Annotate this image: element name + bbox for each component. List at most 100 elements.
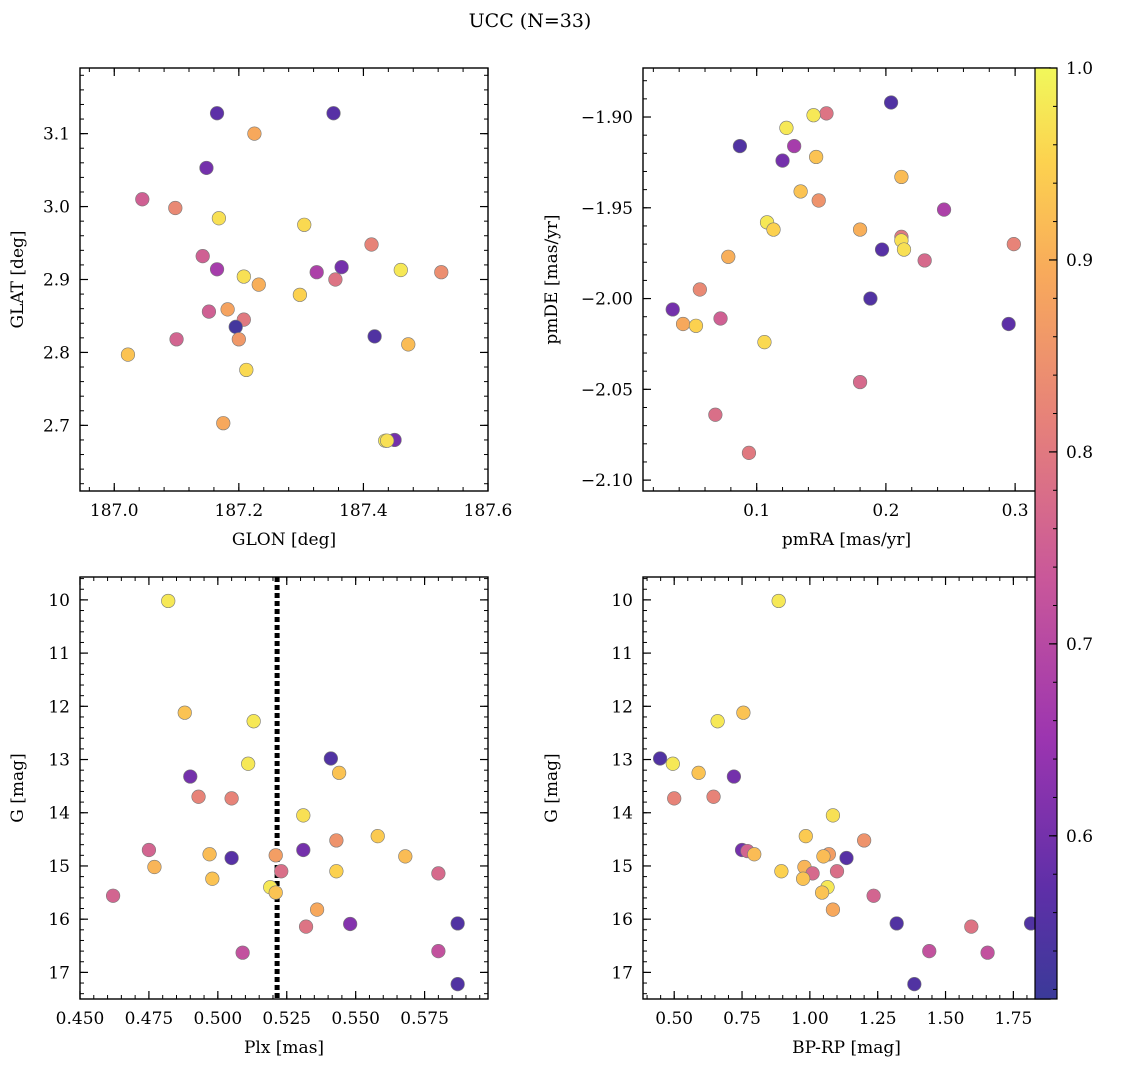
scatter-point bbox=[328, 272, 343, 287]
y-tick-label: 2.8 bbox=[43, 343, 70, 363]
x-tick-label: 187.4 bbox=[339, 501, 388, 521]
scatter-point bbox=[713, 311, 728, 326]
y-axis-label: G [mag] bbox=[542, 753, 562, 822]
scatter-point bbox=[741, 445, 757, 460]
axes-frame bbox=[642, 576, 1051, 1000]
scatter-point bbox=[431, 944, 446, 959]
scatter-point bbox=[224, 791, 239, 806]
scatter-point bbox=[296, 842, 311, 858]
scatter-point bbox=[251, 277, 266, 292]
scatter-point bbox=[667, 791, 682, 806]
y-tick-label: 14 bbox=[611, 804, 633, 824]
scatter-point bbox=[688, 318, 704, 333]
colorbar-tick-label: 0.8 bbox=[1066, 443, 1093, 463]
scatter-point bbox=[296, 808, 311, 823]
scatter-point bbox=[220, 302, 235, 317]
scatter-point bbox=[665, 756, 680, 771]
scatter-point bbox=[863, 291, 878, 306]
y-tick-label: 11 bbox=[48, 644, 70, 664]
scatter-point bbox=[889, 916, 904, 931]
scatter-point bbox=[297, 217, 312, 232]
scatter-point bbox=[398, 849, 413, 864]
scatter-point bbox=[268, 885, 283, 900]
scatter-point bbox=[708, 407, 723, 422]
scatter-point bbox=[852, 222, 868, 237]
scatter-point bbox=[105, 888, 121, 903]
scatter-point bbox=[224, 850, 239, 866]
scatter-point bbox=[450, 976, 465, 992]
scatter-point bbox=[195, 249, 210, 264]
scatter-point bbox=[201, 304, 217, 319]
scatter-point bbox=[147, 859, 162, 875]
y-tick-label: 13 bbox=[48, 751, 70, 771]
scatter-point bbox=[896, 242, 912, 257]
colorbar-tick-label: 1.0 bbox=[1066, 59, 1093, 79]
scatter-point bbox=[964, 919, 979, 934]
scatter-point bbox=[309, 265, 324, 280]
scatter-point bbox=[726, 769, 741, 784]
x-tick-label: 0.525 bbox=[262, 1009, 311, 1029]
scatter-point bbox=[819, 106, 834, 121]
scatter-point bbox=[239, 362, 254, 378]
x-tick-label: 0.1 bbox=[743, 501, 770, 521]
scatter-point bbox=[675, 316, 691, 332]
x-tick-label: 187.2 bbox=[215, 501, 264, 521]
scatter-point bbox=[1006, 236, 1021, 252]
y-tick-label: 12 bbox=[611, 697, 633, 717]
x-tick-label: 1.50 bbox=[927, 1009, 965, 1029]
scatter-point bbox=[814, 885, 830, 900]
scatter-point bbox=[816, 849, 831, 864]
x-tick-label: 0.450 bbox=[56, 1009, 105, 1029]
scatter-point bbox=[825, 808, 841, 823]
x-tick-label: 0.50 bbox=[655, 1009, 693, 1029]
scatter-point bbox=[774, 864, 789, 879]
scatter-point bbox=[775, 153, 790, 168]
colorbar-tick-label: 0.6 bbox=[1066, 827, 1093, 847]
scatter-point bbox=[183, 769, 198, 784]
scatter-point bbox=[806, 108, 821, 123]
x-axis-label: Plx [mas] bbox=[244, 1038, 324, 1058]
scatter-point bbox=[161, 593, 176, 609]
scatter-point bbox=[839, 850, 854, 866]
y-tick-label: 15 bbox=[48, 857, 70, 877]
y-tick-label: −2.10 bbox=[581, 471, 633, 491]
scatter-point bbox=[401, 337, 416, 352]
y-tick-label: 2.7 bbox=[43, 416, 70, 436]
scatter-point bbox=[771, 593, 786, 609]
scatter-point bbox=[1001, 316, 1016, 332]
y-tick-label: 11 bbox=[611, 644, 633, 664]
scatter-point bbox=[721, 249, 736, 264]
x-tick-label: 0.475 bbox=[125, 1009, 174, 1029]
colorbar-tick-label: 0.7 bbox=[1066, 635, 1093, 655]
scatter-point bbox=[798, 829, 813, 844]
panel-pmra-pmde: 0.1 0.2 0.3 −1.90 −1.95 −2.00 −2.05 −2.10 pmRA [… bbox=[542, 67, 1051, 550]
scatter-point bbox=[852, 374, 868, 390]
scatter-point bbox=[169, 332, 184, 347]
scatter-point bbox=[199, 160, 214, 176]
scatter-point bbox=[241, 756, 256, 771]
x-tick-label: 187.0 bbox=[90, 501, 139, 521]
y-tick-label: 3.0 bbox=[43, 198, 70, 218]
scatter-point bbox=[710, 714, 725, 729]
scatter-point bbox=[168, 200, 183, 216]
scatter-point bbox=[779, 120, 794, 136]
x-tick-label: 0.3 bbox=[1002, 501, 1029, 521]
scatter-point bbox=[922, 944, 937, 959]
scatter-point bbox=[936, 202, 952, 217]
scatter-point bbox=[216, 416, 231, 431]
scatter-point bbox=[917, 253, 932, 268]
x-tick-label: 1.25 bbox=[859, 1009, 897, 1029]
x-tick-label: 0.550 bbox=[331, 1009, 380, 1029]
y-tick-label: −1.90 bbox=[581, 108, 633, 128]
scatter-point bbox=[298, 919, 314, 934]
scatter-point bbox=[692, 282, 707, 297]
scatter-point bbox=[393, 262, 408, 278]
scatter-point bbox=[177, 705, 192, 720]
y-tick-label: 17 bbox=[48, 963, 70, 983]
scatter-point bbox=[907, 976, 922, 992]
scatter-point bbox=[309, 902, 325, 917]
scatter-point bbox=[326, 106, 341, 121]
scatter-point bbox=[211, 211, 227, 226]
scatter-point bbox=[883, 95, 899, 110]
